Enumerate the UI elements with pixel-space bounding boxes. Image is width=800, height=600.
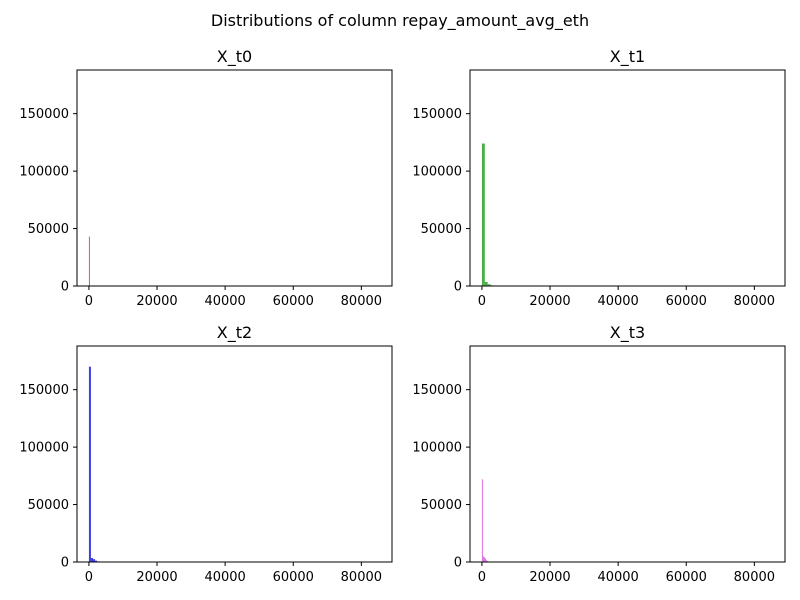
- histogram-bar: [93, 559, 96, 562]
- histogram-bar: [484, 281, 488, 286]
- y-tick-label: 100000: [19, 165, 69, 180]
- histogram-bar: [88, 236, 90, 286]
- subplot-1: X_t1 0 20000 40000 60000 80000 0 50000 100000 150…: [412, 47, 786, 309]
- y-tick-label: 0: [61, 556, 69, 571]
- y-tick-label: 50000: [28, 498, 69, 513]
- y-tick-label: 50000: [28, 222, 69, 237]
- x-tick-label: 20000: [136, 294, 177, 309]
- histogram-bar: [481, 143, 485, 286]
- x-tick-label: 60000: [273, 294, 314, 309]
- x-tick-label: 40000: [597, 570, 638, 585]
- axes-frame: [76, 345, 393, 563]
- y-tick-label: 150000: [19, 383, 69, 398]
- x-tick-label: 80000: [734, 570, 775, 585]
- axes-frame: [76, 69, 393, 287]
- subplot-0: X_t0 0 20000 40000 60000 80000 0 50000 100000 150…: [19, 47, 393, 309]
- subplot-title: X_t3: [610, 323, 645, 343]
- y-tick-label: 100000: [19, 441, 69, 456]
- y-tick-label: 50000: [421, 222, 462, 237]
- axes-frame: [469, 345, 786, 563]
- x-tick-label: 0: [478, 570, 486, 585]
- histogram-bar: [482, 556, 484, 562]
- x-tick-label: 0: [85, 294, 93, 309]
- x-tick-label: 80000: [341, 570, 382, 585]
- histogram-bar: [487, 284, 491, 286]
- y-tick-label: 0: [454, 280, 462, 295]
- x-tick-label: 60000: [273, 570, 314, 585]
- x-tick-label: 0: [478, 294, 486, 309]
- x-tick-label: 80000: [341, 294, 382, 309]
- x-tick-label: 20000: [136, 570, 177, 585]
- x-tick-label: 40000: [597, 294, 638, 309]
- y-tick-label: 150000: [19, 107, 69, 122]
- histogram-bar: [95, 560, 98, 562]
- y-tick-label: 150000: [412, 383, 462, 398]
- histogram-bar: [486, 560, 488, 562]
- y-tick-label: 0: [61, 280, 69, 295]
- x-tick-label: 80000: [734, 294, 775, 309]
- figure-title: Distributions of column repay_amount_avg…: [211, 11, 589, 31]
- histogram-bar: [88, 366, 91, 562]
- histogram-bar: [481, 479, 483, 562]
- x-tick-label: 40000: [204, 294, 245, 309]
- y-tick-label: 100000: [412, 441, 462, 456]
- y-tick-label: 150000: [412, 107, 462, 122]
- y-tick-label: 50000: [421, 498, 462, 513]
- subplot-3: X_t3 0 20000 40000 60000 80000 0 50000 100000 150…: [412, 323, 786, 585]
- subplot-title: X_t0: [217, 47, 252, 67]
- x-tick-label: 20000: [529, 294, 570, 309]
- subplot-2: X_t2 0 20000 40000 60000 80000 0 50000 100000 150…: [19, 323, 393, 585]
- x-tick-label: 0: [85, 570, 93, 585]
- histogram-bar: [484, 558, 486, 562]
- x-tick-label: 60000: [666, 294, 707, 309]
- x-tick-label: 40000: [204, 570, 245, 585]
- histogram-bar: [90, 557, 93, 562]
- y-tick-label: 0: [454, 556, 462, 571]
- subplot-title: X_t1: [610, 47, 645, 67]
- x-tick-label: 20000: [529, 570, 570, 585]
- subplot-title: X_t2: [217, 323, 252, 343]
- axes-frame: [469, 69, 786, 287]
- y-tick-label: 100000: [412, 165, 462, 180]
- histogram-bar: [483, 557, 485, 562]
- x-tick-label: 60000: [666, 570, 707, 585]
- subplot-grid: X_t0 0 20000 40000 60000 80000 0 50000 100000 150…: [19, 47, 786, 585]
